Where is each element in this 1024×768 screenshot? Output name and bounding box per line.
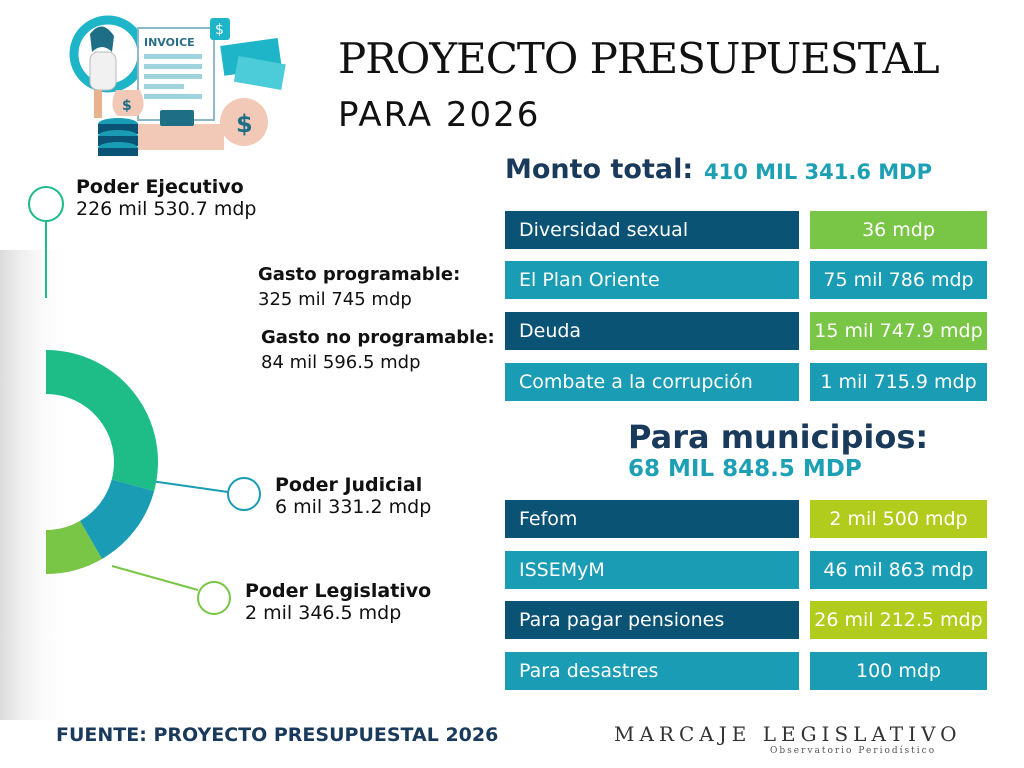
money-bag-icon: [220, 98, 268, 146]
source-note: FUENTE: PROYECTO PRESUPUESTAL 2026: [56, 724, 499, 746]
legislativo-connector: [111, 565, 199, 591]
money-bag-dollar: $: [236, 110, 253, 138]
donut-slice-ejecutivo: [46, 350, 158, 491]
budget-row-value: 1 mil 715.9 mdp: [810, 363, 987, 401]
monto-total-value: 410 MIL 341.6 MDP: [704, 160, 933, 184]
municipio-row-value: 100 mdp: [810, 652, 987, 690]
invoice-line: [144, 84, 184, 89]
page-subtitle: PARA 2026: [338, 95, 541, 135]
coin-stack-icon: [98, 148, 138, 156]
ejecutivo-marker: [28, 186, 64, 222]
coin-stack-icon: [98, 136, 138, 146]
municipio-row-label: Para desastres: [505, 652, 799, 690]
donut-slice-legislativo: [46, 520, 102, 574]
invoice-line: [144, 64, 202, 69]
bill-icon: [233, 56, 286, 90]
judicial-marker: [227, 477, 261, 511]
dollar-tag-icon: [210, 18, 230, 40]
chart-shadow: [0, 250, 70, 720]
donut-slice-judicial: [80, 479, 155, 559]
municipio-row-label: ISSEMyM: [505, 551, 799, 589]
budget-row-value: 75 mil 786 mdp: [810, 261, 987, 299]
person-body-icon: [89, 51, 117, 91]
municipio-row-value: 46 mil 863 mdp: [810, 551, 987, 589]
municipio-row-label: Fefom: [505, 500, 799, 538]
budget-row-value: 36 mdp: [810, 211, 987, 249]
desk-icon: [138, 124, 224, 150]
gasto-no-programable-label: Gasto no programable:: [261, 327, 495, 348]
gasto-programable-block: Gasto programable: 325 mil 745 mdp: [258, 264, 460, 310]
judicial-label: Poder Judicial: [275, 474, 423, 496]
legislativo-block: Poder Legislativo 2 mil 346.5 mdp: [245, 580, 431, 624]
gasto-programable-value: 325 mil 745 mdp: [258, 289, 412, 310]
budget-row-label: El Plan Oriente: [505, 261, 799, 299]
municipio-row-value: 26 mil 212.5 mdp: [810, 601, 987, 639]
ejecutivo-block: Poder Ejecutivo 226 mil 530.7 mdp: [76, 176, 256, 220]
judicial-value: 6 mil 331.2 mdp: [275, 496, 432, 518]
legislativo-label: Poder Legislativo: [245, 580, 432, 602]
ejecutivo-value: 226 mil 530.7 mdp: [76, 198, 257, 220]
municipios-label: Para municipios:: [628, 418, 929, 456]
person-hair-icon: [90, 26, 114, 52]
laptop-icon: [160, 110, 194, 126]
ejecutivo-label: Poder Ejecutivo: [76, 176, 244, 198]
budget-row-label: Deuda: [505, 312, 799, 350]
legislativo-marker: [197, 581, 231, 615]
budget-row-label: Diversidad sexual: [505, 211, 799, 249]
legislativo-value: 2 mil 346.5 mdp: [245, 602, 402, 624]
budget-illustration: INVOICE $ $ $: [69, 15, 286, 156]
donut-segments: [46, 350, 158, 574]
money-bag-small-icon: [112, 90, 144, 116]
municipios-value: 68 MIL 848.5 MDP: [628, 456, 862, 482]
invoice-line: [144, 74, 202, 79]
gasto-programable-label: Gasto programable:: [258, 264, 461, 285]
coin-stack-icon: [98, 124, 138, 134]
brand-tagline: Observatorio Periodístico: [770, 746, 937, 756]
dollar-tag-text: $: [215, 22, 224, 38]
brand-logo: MARCAJE LEGISLATIVO: [614, 722, 962, 746]
poderes-chart: [0, 186, 261, 720]
invoice-line: [144, 54, 202, 59]
judicial-block: Poder Judicial 6 mil 331.2 mdp: [275, 474, 431, 518]
invoice-line: [144, 94, 202, 99]
budget-row-label: Combate a la corrupción: [505, 363, 799, 401]
gasto-no-programable-block: Gasto no programable: 84 mil 596.5 mdp: [261, 327, 495, 373]
monto-total-label: Monto total:: [505, 154, 694, 185]
municipio-row-value: 2 mil 500 mdp: [810, 500, 987, 538]
money-bag-small-dollar: $: [122, 98, 132, 114]
person-leg-icon: [94, 90, 102, 118]
budget-row-value: 15 mil 747.9 mdp: [810, 312, 987, 350]
municipio-row-label: Para pagar pensiones: [505, 601, 799, 639]
invoice-label: INVOICE: [144, 36, 195, 49]
page-title: PROYECTO PRESUPUESTAL: [338, 34, 940, 83]
gasto-no-programable-value: 84 mil 596.5 mdp: [261, 352, 421, 373]
